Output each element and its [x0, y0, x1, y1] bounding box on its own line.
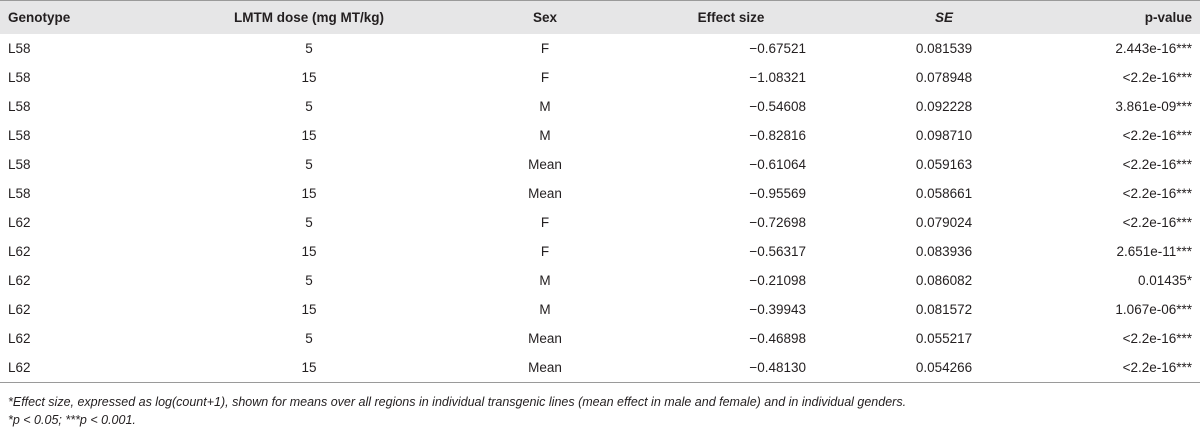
- table-row: L58 15 Mean −0.95569 0.058661 <2.2e-16***: [0, 179, 1200, 208]
- table-cell: L58: [8, 70, 31, 85]
- table-cell: Mean: [528, 157, 562, 172]
- table-cell: −1.08321: [749, 70, 806, 85]
- table-cell: 0.054266: [915, 360, 973, 375]
- table-cell: 0.081539: [915, 41, 973, 56]
- table-cell: 5: [305, 41, 313, 56]
- table-cell: M: [539, 128, 551, 143]
- table-row: L62 5 F −0.72698 0.079024 <2.2e-16***: [0, 208, 1200, 237]
- table-cell: 0.098710: [915, 128, 973, 143]
- table-cell: −0.67521: [749, 41, 806, 56]
- table-cell: 0.078948: [915, 70, 973, 85]
- table-cell: F: [540, 244, 550, 259]
- table-cell: −0.21098: [749, 273, 806, 288]
- table-cell: <2.2e-16***: [1122, 215, 1192, 230]
- table-cell: 15: [301, 302, 317, 317]
- footnote: *p < 0.05; ***p < 0.001.: [8, 413, 136, 427]
- table-cell: L58: [8, 41, 31, 56]
- table-header: Genotype LMTM dose (mg MT/kg) Sex Effect si…: [0, 0, 1200, 34]
- table-cell: L62: [8, 302, 31, 317]
- table-cell: −0.39943: [749, 302, 806, 317]
- table-cell: 0.083936: [915, 244, 973, 259]
- table-cell: −0.82816: [749, 128, 806, 143]
- table-row: L62 5 Mean −0.46898 0.055217 <2.2e-16***: [0, 324, 1200, 353]
- table-cell: L62: [8, 331, 31, 346]
- table-cell: 3.861e-09***: [1115, 99, 1192, 114]
- table-row: L58 5 F −0.67521 0.081539 2.443e-16***: [0, 34, 1200, 63]
- table-cell: L58: [8, 186, 31, 201]
- table-cell: 0.055217: [915, 331, 973, 346]
- header-cell: Sex: [532, 10, 558, 25]
- table-cell: 2.443e-16***: [1115, 41, 1192, 56]
- table-cell: 0.079024: [915, 215, 973, 230]
- table-cell: <2.2e-16***: [1122, 186, 1192, 201]
- table-cell: M: [539, 273, 551, 288]
- table-cell: 0.059163: [915, 157, 973, 172]
- table-cell: 5: [305, 331, 313, 346]
- table-cell: −0.56317: [749, 244, 806, 259]
- table-cell: <2.2e-16***: [1122, 70, 1192, 85]
- header-row: Genotype LMTM dose (mg MT/kg) Sex Effect si…: [0, 0, 1200, 34]
- table-cell: Mean: [528, 360, 562, 375]
- table-row: L62 15 Mean −0.48130 0.054266 <2.2e-16***: [0, 353, 1200, 383]
- table-row: L58 5 M −0.54608 0.092228 3.861e-09***: [0, 92, 1200, 121]
- header-cell: LMTM dose (mg MT/kg): [234, 10, 384, 25]
- table-cell: −0.95569: [749, 186, 806, 201]
- table-row: L58 5 Mean −0.61064 0.059163 <2.2e-16***: [0, 150, 1200, 179]
- table-row: L62 5 M −0.21098 0.086082 0.01435*: [0, 266, 1200, 295]
- table-cell: 5: [305, 273, 313, 288]
- header-cell: SE: [934, 10, 953, 25]
- table-row: L58 15 F −1.08321 0.078948 <2.2e-16***: [0, 63, 1200, 92]
- table-cell: <2.2e-16***: [1122, 157, 1192, 172]
- table-cell: F: [540, 215, 550, 230]
- footnotes: *Effect size, expressed as log(count+1),…: [0, 383, 1200, 429]
- table-row: L58 15 M −0.82816 0.098710 <2.2e-16***: [0, 121, 1200, 150]
- table-cell: −0.61064: [749, 157, 806, 172]
- table-cell: L62: [8, 215, 31, 230]
- table-cell: L58: [8, 99, 31, 114]
- table-cell: 15: [301, 186, 317, 201]
- table-cell: Mean: [528, 186, 562, 201]
- table-cell: 2.651e-11***: [1116, 244, 1192, 259]
- table-cell: 0.086082: [915, 273, 973, 288]
- header-cell: Genotype: [8, 10, 71, 25]
- table-cell: 5: [305, 99, 313, 114]
- table-cell: <2.2e-16***: [1122, 128, 1192, 143]
- table-cell: −0.72698: [749, 215, 806, 230]
- table-cell: M: [539, 302, 551, 317]
- table-cell: 15: [301, 70, 317, 85]
- table-row: L62 15 F −0.56317 0.083936 2.651e-11***: [0, 237, 1200, 266]
- table-cell: 15: [301, 244, 317, 259]
- table-cell: −0.46898: [749, 331, 806, 346]
- table-cell: L62: [8, 244, 31, 259]
- table-cell: L58: [8, 157, 31, 172]
- table-cell: 0.092228: [915, 99, 973, 114]
- table-cell: 15: [301, 360, 317, 375]
- table-cell: 0.081572: [915, 302, 973, 317]
- table-cell: L58: [8, 128, 31, 143]
- table-row: L62 15 M −0.39943 0.081572 1.067e-06***: [0, 295, 1200, 324]
- table-cell: 0.058661: [915, 186, 973, 201]
- table-cell: 1.067e-06***: [1115, 302, 1192, 317]
- results-table: Genotype LMTM dose (mg MT/kg) Sex Effect si…: [0, 0, 1200, 383]
- header-cell: p-value: [1144, 10, 1192, 25]
- table-cell: F: [540, 70, 550, 85]
- table-cell: 15: [301, 128, 317, 143]
- footnote: *Effect size, expressed as log(count+1),…: [8, 395, 907, 409]
- table-cell: M: [539, 99, 551, 114]
- table-body: L58 5 F −0.67521 0.081539 2.443e-16*** L58 15 F −…: [0, 34, 1200, 383]
- table-cell: F: [540, 41, 550, 56]
- header-cell: Effect size: [697, 10, 765, 25]
- table-cell: 0.01435*: [1137, 273, 1192, 288]
- table-cell: 5: [305, 157, 313, 172]
- table-cell: L62: [8, 360, 31, 375]
- table-cell: <2.2e-16***: [1122, 331, 1192, 346]
- table-cell: 5: [305, 215, 313, 230]
- table-cell: Mean: [528, 331, 562, 346]
- table-cell: −0.54608: [749, 99, 806, 114]
- table-cell: −0.48130: [749, 360, 806, 375]
- table-cell: <2.2e-16***: [1122, 360, 1192, 375]
- table-cell: L62: [8, 273, 31, 288]
